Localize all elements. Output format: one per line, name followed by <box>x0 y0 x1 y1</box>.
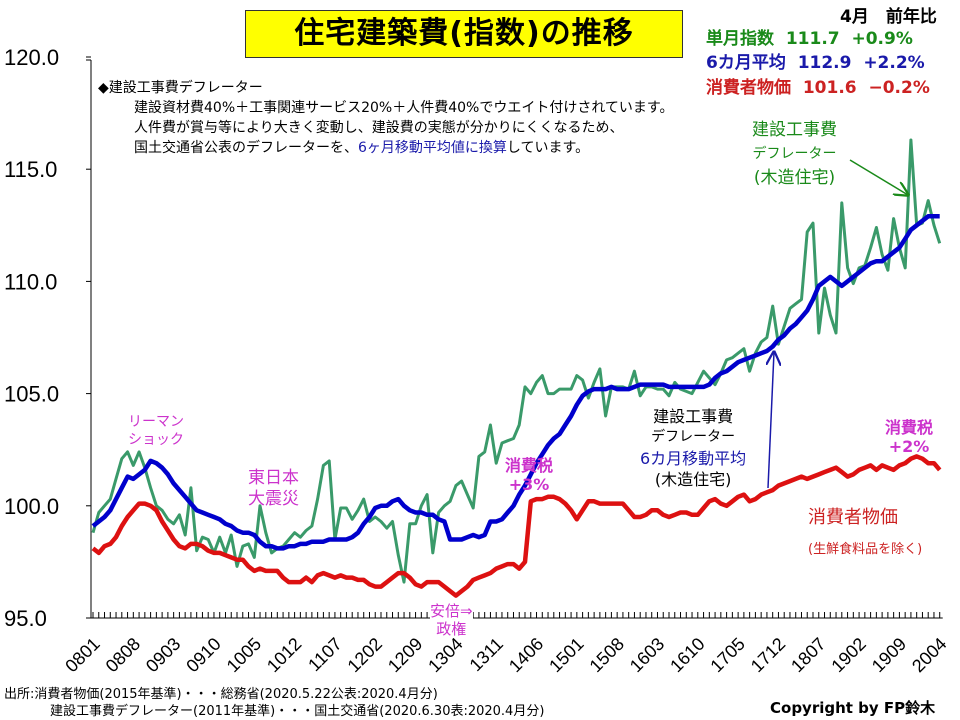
legend-row-monthly: 単月指数 111.7 +0.9% <box>706 24 913 49</box>
x-tick-label: 1005 <box>223 634 265 676</box>
annotation-text: +3% <box>508 475 550 494</box>
annotation-tax2: 消費税 +2% <box>885 418 933 456</box>
legend-label: 消費者物価 <box>706 78 791 98</box>
annotation-text: ショック <box>128 432 184 448</box>
legend-change: +0.9% <box>851 29 913 49</box>
x-tick-label: 0910 <box>182 634 224 676</box>
footer-source-cpi: 出所:消費者物価(2015年基準)・・・総務省(2020.5.22公表:2020… <box>4 687 438 702</box>
annotation-green-series: 建設工事費 デフレーター (木造住宅) <box>752 118 837 190</box>
annotation-lehman: リーマン ショック <box>128 413 184 449</box>
x-tick-label: 1610 <box>666 634 708 676</box>
note-heading: ◆建設工事費デフレーター <box>98 80 263 96</box>
x-tick-label: 1304 <box>424 634 466 676</box>
legend-label: 単月指数 <box>706 29 774 49</box>
x-tick-label: 1311 <box>466 634 508 676</box>
annotation-text: 消費税 <box>885 418 934 437</box>
legend-value: 111.7 <box>785 29 840 49</box>
note-highlight: 6ヶ月移動平均値に換算 <box>358 140 507 156</box>
footer-source-deflator: 建設工事費デフレーター(2011年基準)・・・国土交通省(2020.6.30表:… <box>50 704 545 719</box>
y-tick-label: 110.0 <box>4 269 57 294</box>
x-tick-label: 1902 <box>827 634 869 676</box>
x-tick-label: 1807 <box>787 634 829 676</box>
x-tick-label: 0808 <box>102 634 144 676</box>
annotation-text: (木造住宅) <box>753 168 836 188</box>
legend-row-6month: 6カ月平均 112.9 +2.2% <box>706 48 925 73</box>
legend-row-cpi: 消費者物価 101.6 −0.2% <box>706 73 930 98</box>
x-tick-label: 1508 <box>586 634 628 676</box>
copyright: Copyright by FP鈴木 <box>770 699 936 717</box>
note-line: 人件費が賞与等により大きく変動し、建設費の実態が分かりにくくなるため、 <box>134 120 624 136</box>
legend-change: +2.2% <box>863 53 925 73</box>
annotation-text: 安倍⇒ <box>430 602 473 620</box>
annotation-cpi-sub: (生鮮食料品を除く) <box>808 542 923 557</box>
y-tick-label: 95.0 <box>4 606 47 631</box>
annotation-text: デフレーター <box>752 146 837 162</box>
series-line-moving-average <box>91 214 940 551</box>
annotation-text: リーマン <box>128 414 184 430</box>
note-line: 建設資材費40%＋工事関連サービス20%＋人件費40%でウエイト付けされています… <box>134 100 674 116</box>
chart-title: 住宅建築費(指数)の推移 <box>245 10 683 58</box>
x-tick-label: 2004 <box>908 634 950 676</box>
legend-label: 6カ月平均 <box>706 53 786 73</box>
annotation-text: 消費税 <box>505 456 554 475</box>
legend-value: 112.9 <box>797 53 852 73</box>
annotation-abe: 安倍⇒ 政権 <box>430 602 473 638</box>
annotation-text: 建設工事費 <box>653 407 734 426</box>
x-tick-label: 1603 <box>626 634 668 676</box>
annotation-cpi-series: 消費者物価 <box>808 507 898 528</box>
legend-header: 4月 前年比 <box>840 7 937 27</box>
series-line-monthly-deflator <box>91 138 942 584</box>
note-text: しています。 <box>506 140 590 156</box>
x-tick-label: 1705 <box>706 634 748 676</box>
note-text: 国土交通省公表のデフレーターを、 <box>134 140 358 156</box>
x-tick-label: 0903 <box>142 634 184 676</box>
y-tick-label: 120.0 <box>4 45 59 70</box>
annotation-text: デフレーター <box>651 429 736 445</box>
annotation-text: 政権 <box>436 620 467 638</box>
annotation-text: (木造住宅) <box>654 470 732 489</box>
annotation-text: 東日本 <box>248 468 299 488</box>
arrow-green-series <box>849 159 908 195</box>
legend-value: 101.6 <box>802 78 857 98</box>
y-tick-label: 115.0 <box>4 157 57 182</box>
annotation-tax3: 消費税 +3% <box>505 456 553 494</box>
note-line: 国土交通省公表のデフレーターを、6ヶ月移動平均値に換算しています。 <box>134 138 589 158</box>
arrow-blue-series <box>768 352 774 489</box>
x-tick-label: 1202 <box>344 634 386 676</box>
x-tick-label: 1012 <box>263 634 305 676</box>
annotation-text: 建設工事費 <box>752 120 837 140</box>
x-tick-label: 1909 <box>868 634 910 676</box>
series-line-cpi <box>91 454 942 598</box>
annotation-text: 大震災 <box>248 489 299 509</box>
x-tick-label: 1107 <box>304 634 346 676</box>
y-tick-label: 105.0 <box>4 382 59 407</box>
x-tick-label: 1501 <box>545 634 587 676</box>
x-tick-label: 1209 <box>384 634 426 676</box>
x-tick-label: 1406 <box>505 634 547 676</box>
x-tick-label: 1712 <box>747 634 789 676</box>
annotation-text: +2% <box>888 437 930 456</box>
y-tick-label: 100.0 <box>4 494 59 519</box>
legend-change: −0.2% <box>868 78 930 98</box>
x-tick-label: 0801 <box>61 634 103 676</box>
annotation-quake: 東日本 大震災 <box>248 468 299 510</box>
annotation-text: 6カ月移動平均 <box>640 449 747 468</box>
annotation-blue-series: 建設工事費 デフレーター 6カ月移動平均 (木造住宅) <box>640 406 746 490</box>
